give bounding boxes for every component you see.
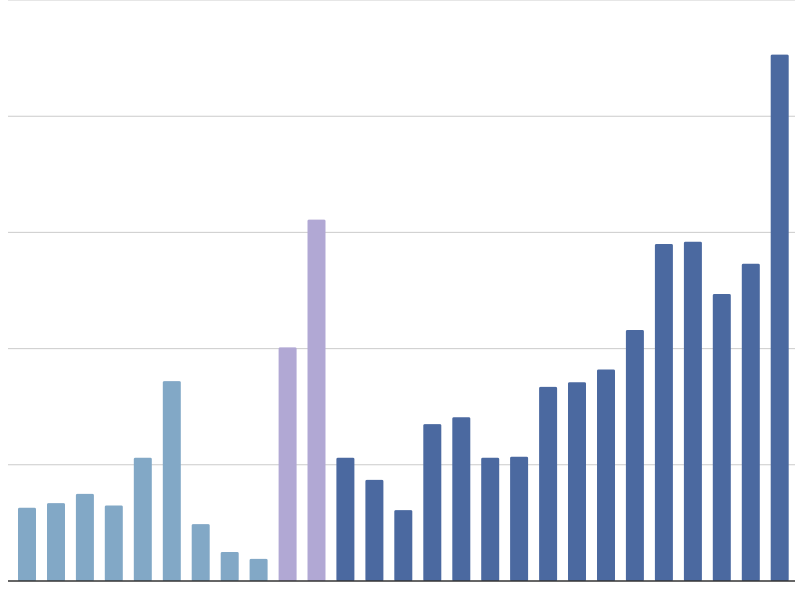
bar [18, 507, 36, 581]
bar [423, 424, 442, 581]
bar [394, 510, 413, 581]
bar [133, 457, 152, 581]
bar [654, 244, 673, 581]
bar [191, 524, 210, 581]
bars [18, 54, 789, 582]
bar [75, 493, 94, 581]
bar [683, 241, 702, 581]
bar [336, 457, 355, 581]
bar [162, 381, 181, 581]
bar [539, 386, 558, 581]
bar [597, 369, 615, 581]
gridlines [8, 0, 795, 466]
bar [452, 417, 471, 581]
bar [104, 505, 123, 581]
bar [481, 457, 500, 581]
bar [278, 347, 297, 581]
bar [510, 456, 529, 581]
bar [47, 503, 65, 581]
bar [365, 479, 384, 581]
bar [568, 382, 586, 581]
bar [249, 558, 268, 581]
bar [770, 54, 789, 582]
bar [220, 552, 239, 581]
bar [307, 219, 326, 581]
bar [712, 294, 731, 581]
bar [741, 263, 760, 581]
bar [625, 330, 644, 581]
